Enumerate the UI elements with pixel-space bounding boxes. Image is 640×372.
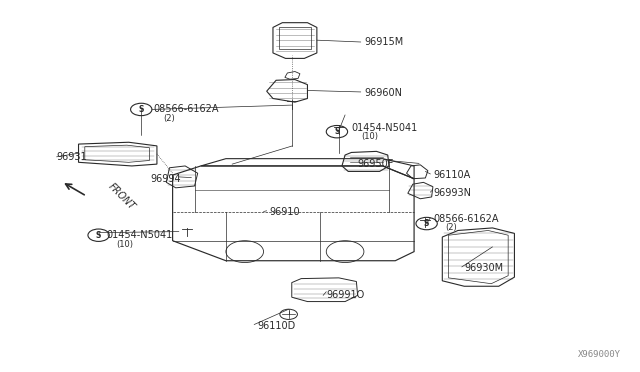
Text: S: S (424, 219, 429, 228)
Text: (10): (10) (361, 132, 378, 141)
Text: S: S (139, 105, 144, 114)
Text: 08566-6162A: 08566-6162A (433, 214, 499, 224)
Text: (2): (2) (445, 224, 457, 232)
Text: X969000Y: X969000Y (578, 350, 621, 359)
Text: 08566-6162A: 08566-6162A (154, 105, 220, 115)
Text: 01454-N5041: 01454-N5041 (107, 230, 173, 240)
Text: 96931: 96931 (56, 152, 87, 162)
Text: 96991O: 96991O (326, 291, 365, 300)
Text: 96930M: 96930M (464, 263, 504, 273)
Text: 96910: 96910 (270, 206, 300, 217)
Text: FRONT: FRONT (107, 181, 138, 212)
Text: 96993N: 96993N (433, 188, 471, 198)
Text: 96915M: 96915M (364, 37, 403, 47)
Text: 01454-N5041: 01454-N5041 (351, 123, 418, 133)
Text: 96950F: 96950F (358, 159, 394, 169)
Text: 96994: 96994 (150, 174, 181, 184)
Text: 96110D: 96110D (257, 321, 296, 331)
Text: (2): (2) (163, 114, 175, 123)
Text: (10): (10) (116, 240, 133, 249)
Text: 96960N: 96960N (364, 88, 402, 98)
Text: 96110A: 96110A (433, 170, 470, 180)
Text: S: S (334, 127, 340, 136)
Text: S: S (96, 231, 101, 240)
